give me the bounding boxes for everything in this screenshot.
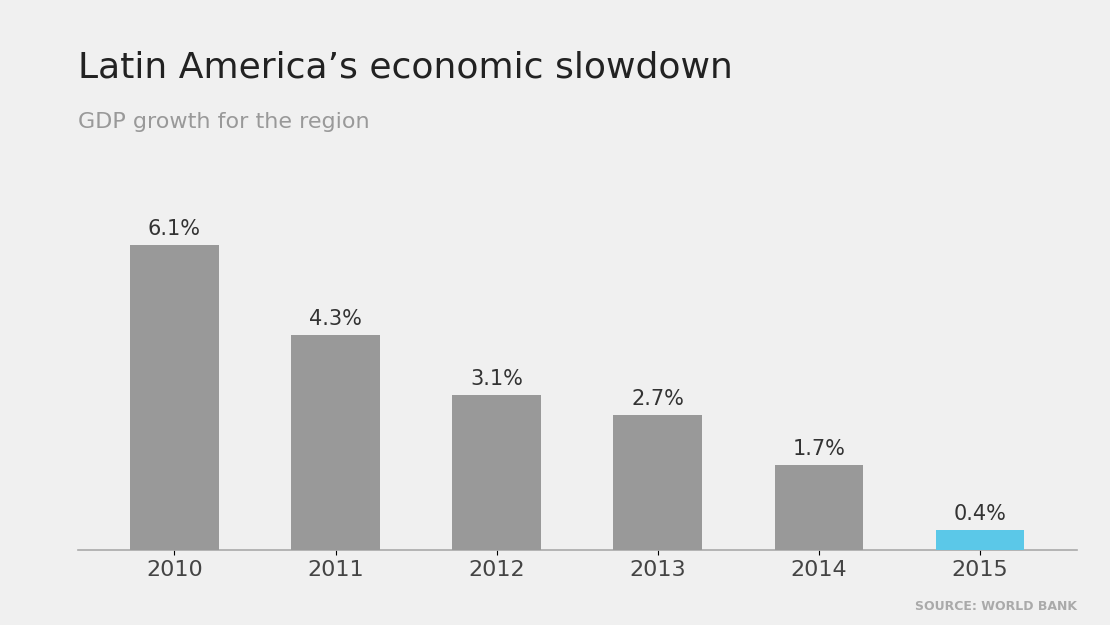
Bar [775,465,864,550]
Text: 4.3%: 4.3% [309,309,362,329]
Bar [936,530,1025,550]
Text: GDP growth for the region: GDP growth for the region [78,112,370,132]
Bar [614,415,703,550]
Text: 6.1%: 6.1% [148,219,201,239]
Bar [130,245,219,550]
Text: 1.7%: 1.7% [793,439,846,459]
Text: 2.7%: 2.7% [632,389,684,409]
Bar [453,395,541,550]
Bar [291,335,380,550]
Text: Latin America’s economic slowdown: Latin America’s economic slowdown [78,50,733,84]
Text: 0.4%: 0.4% [953,504,1007,524]
Text: SOURCE: WORLD BANK: SOURCE: WORLD BANK [915,599,1077,612]
Text: 3.1%: 3.1% [471,369,523,389]
